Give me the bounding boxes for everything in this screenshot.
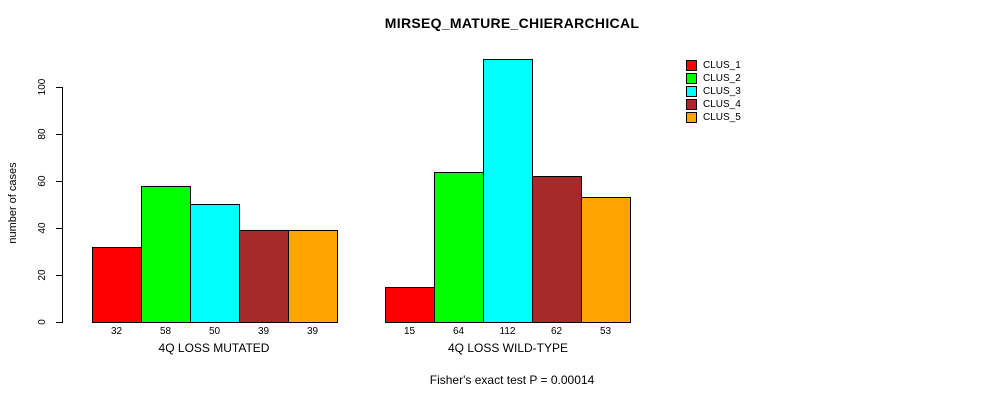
y-tick-label: 100 <box>36 78 48 96</box>
group-label-wild-type: 4Q LOSS WILD-TYPE <box>447 341 569 355</box>
bar-clus_1 <box>92 247 142 323</box>
bar-clus_4 <box>532 176 582 323</box>
y-tick-label: 80 <box>36 128 48 140</box>
bar-value-label: 53 <box>599 326 612 337</box>
bar-value-label: 50 <box>208 326 221 337</box>
legend-label: CLUS_3 <box>703 86 741 97</box>
bar-value-label: 32 <box>110 326 123 337</box>
bar-value-label: 39 <box>257 326 270 337</box>
y-tick-mark <box>56 275 62 276</box>
legend-label: CLUS_5 <box>703 112 741 123</box>
y-tick-mark <box>56 322 62 323</box>
bar-value-label: 64 <box>452 326 465 337</box>
bar-value-label: 58 <box>159 326 172 337</box>
y-tick-mark <box>56 228 62 229</box>
legend-item-clus_3: CLUS_3 <box>686 85 741 98</box>
y-tick-label: 60 <box>36 175 48 187</box>
legend-swatch-icon <box>686 73 697 84</box>
legend-swatch-icon <box>686 99 697 110</box>
y-axis-line <box>62 87 63 323</box>
bar-clus_3 <box>483 59 533 323</box>
bar-value-label: 112 <box>499 326 516 337</box>
y-axis-title: number of cases <box>7 162 19 244</box>
bar-value-label: 39 <box>306 326 319 337</box>
y-tick-label: 0 <box>36 319 48 325</box>
legend-swatch-icon <box>686 86 697 97</box>
legend-label: CLUS_2 <box>703 73 741 84</box>
chart-title: MIRSEQ_MATURE_CHIERARCHICAL <box>384 15 640 31</box>
y-tick-mark <box>56 87 62 88</box>
legend-label: CLUS_4 <box>703 99 741 110</box>
legend-swatch-icon <box>686 60 697 71</box>
legend-label: CLUS_1 <box>703 60 741 71</box>
bar-value-label: 62 <box>550 326 563 337</box>
y-tick-label: 20 <box>36 269 48 281</box>
y-tick-mark <box>56 134 62 135</box>
bar-clus_2 <box>434 172 484 323</box>
legend-item-clus_2: CLUS_2 <box>686 72 741 85</box>
bar-clus_4 <box>239 230 289 323</box>
fisher-test-caption: Fisher's exact test P = 0.00014 <box>429 373 595 387</box>
bar-clus_2 <box>141 186 191 323</box>
group-label-mutated: 4Q LOSS MUTATED <box>158 341 270 355</box>
legend: CLUS_1 CLUS_2 CLUS_3 CLUS_4 CLUS_5 <box>686 59 741 124</box>
bar-value-label: 15 <box>403 326 416 337</box>
bar-clus_5 <box>581 197 631 323</box>
bar-clus_1 <box>385 287 435 323</box>
legend-item-clus_5: CLUS_5 <box>686 111 741 124</box>
legend-swatch-icon <box>686 112 697 123</box>
bar-clus_5 <box>288 230 338 323</box>
legend-item-clus_1: CLUS_1 <box>686 59 741 72</box>
legend-item-clus_4: CLUS_4 <box>686 98 741 111</box>
bar-clus_3 <box>190 204 240 323</box>
y-tick-label: 40 <box>36 222 48 234</box>
y-tick-mark <box>56 181 62 182</box>
